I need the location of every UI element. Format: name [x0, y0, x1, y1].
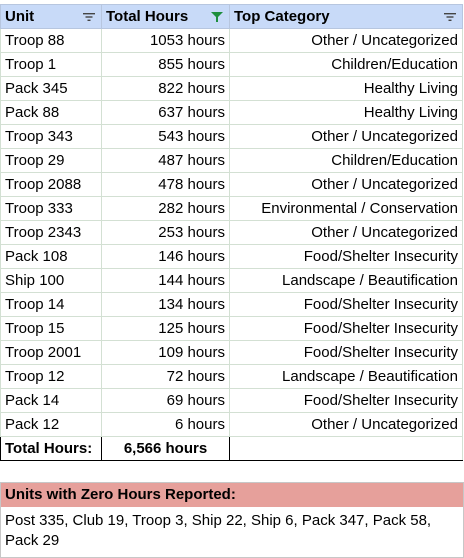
hours-cell[interactable]: 487 hours: [101, 148, 230, 173]
unit-cell[interactable]: Troop 2001: [0, 340, 102, 365]
hours-cell[interactable]: 282 hours: [101, 196, 230, 221]
table-row: Troop 29 487 hours Children/Education: [0, 148, 463, 173]
category-cell[interactable]: Children/Education: [229, 148, 463, 173]
category-cell[interactable]: Healthy Living: [229, 100, 463, 125]
table-body: Troop 88 1053 hours Other / Uncategorized …: [0, 28, 463, 461]
category-cell[interactable]: Food/Shelter Insecurity: [229, 244, 463, 269]
table-row: Troop 343 543 hours Other / Uncategorized: [0, 124, 463, 149]
header-row: Unit Total Hours Top Category: [0, 4, 463, 29]
column-header-label: Top Category: [234, 8, 330, 25]
unit-cell[interactable]: Pack 345: [0, 76, 102, 101]
empty-cell[interactable]: [229, 436, 463, 461]
column-header-label: Total Hours: [106, 8, 189, 25]
unit-cell[interactable]: Troop 1: [0, 52, 102, 77]
table-row: Troop 12 72 hours Landscape / Beautificati…: [0, 364, 463, 389]
hours-cell[interactable]: 822 hours: [101, 76, 230, 101]
unit-cell[interactable]: Troop 12: [0, 364, 102, 389]
category-cell[interactable]: Food/Shelter Insecurity: [229, 388, 463, 413]
unit-cell[interactable]: Troop 2343: [0, 220, 102, 245]
total-value[interactable]: 6,566 hours: [101, 436, 230, 461]
category-cell[interactable]: Other / Uncategorized: [229, 124, 463, 149]
category-cell[interactable]: Landscape / Beautification: [229, 364, 463, 389]
unit-cell[interactable]: Troop 29: [0, 148, 102, 173]
hours-cell[interactable]: 6 hours: [101, 412, 230, 437]
unit-cell[interactable]: Pack 108: [0, 244, 102, 269]
table-row: Pack 88 637 hours Healthy Living: [0, 100, 463, 125]
table-row: Pack 14 69 hours Food/Shelter Insecurity: [0, 388, 463, 413]
hours-cell[interactable]: 478 hours: [101, 172, 230, 197]
unit-cell[interactable]: Troop 2088: [0, 172, 102, 197]
unit-cell[interactable]: Troop 14: [0, 292, 102, 317]
category-cell[interactable]: Food/Shelter Insecurity: [229, 292, 463, 317]
filter-lines-icon[interactable]: [444, 12, 456, 22]
zero-hours-section: Units with Zero Hours Reported: Post 335…: [0, 482, 464, 558]
column-header-top-category[interactable]: Top Category: [229, 4, 463, 29]
table-row: Troop 333 282 hours Environmental / Conser…: [0, 196, 463, 221]
hours-cell[interactable]: 855 hours: [101, 52, 230, 77]
table-row: Troop 15 125 hours Food/Shelter Insecurity: [0, 316, 463, 341]
total-row: Total Hours: 6,566 hours: [0, 436, 463, 461]
table-row: Pack 12 6 hours Other / Uncategorized: [0, 412, 463, 437]
filter-funnel-icon[interactable]: [211, 12, 223, 22]
hours-cell[interactable]: 1053 hours: [101, 28, 230, 53]
unit-cell[interactable]: Troop 15: [0, 316, 102, 341]
table-row: Troop 1 855 hours Children/Education: [0, 52, 463, 77]
table-row: Pack 345 822 hours Healthy Living: [0, 76, 463, 101]
hours-cell[interactable]: 637 hours: [101, 100, 230, 125]
table-row: Troop 14 134 hours Food/Shelter Insecurity: [0, 292, 463, 317]
zero-hours-list[interactable]: Post 335, Club 19, Troop 3, Ship 22, Shi…: [1, 507, 463, 557]
category-cell[interactable]: Other / Uncategorized: [229, 220, 463, 245]
hours-cell[interactable]: 134 hours: [101, 292, 230, 317]
hours-cell[interactable]: 69 hours: [101, 388, 230, 413]
hours-cell[interactable]: 125 hours: [101, 316, 230, 341]
column-header-total-hours[interactable]: Total Hours: [101, 4, 230, 29]
table-row: Troop 2088 478 hours Other / Uncategorized: [0, 172, 463, 197]
category-cell[interactable]: Food/Shelter Insecurity: [229, 316, 463, 341]
unit-cell[interactable]: Troop 343: [0, 124, 102, 149]
filter-lines-icon[interactable]: [83, 12, 95, 22]
category-cell[interactable]: Healthy Living: [229, 76, 463, 101]
column-header-unit[interactable]: Unit: [0, 4, 102, 29]
category-cell[interactable]: Other / Uncategorized: [229, 412, 463, 437]
unit-cell[interactable]: Pack 88: [0, 100, 102, 125]
category-cell[interactable]: Environmental / Conservation: [229, 196, 463, 221]
hours-cell[interactable]: 543 hours: [101, 124, 230, 149]
spreadsheet: Unit Total Hours Top Category: [0, 4, 464, 461]
unit-cell[interactable]: Troop 333: [0, 196, 102, 221]
table-row: Pack 108 146 hours Food/Shelter Insecurity: [0, 244, 463, 269]
unit-cell[interactable]: Pack 12: [0, 412, 102, 437]
category-cell[interactable]: Other / Uncategorized: [229, 172, 463, 197]
category-cell[interactable]: Landscape / Beautification: [229, 268, 463, 293]
hours-cell[interactable]: 72 hours: [101, 364, 230, 389]
column-header-label: Unit: [5, 8, 35, 25]
category-cell[interactable]: Children/Education: [229, 52, 463, 77]
zero-hours-heading[interactable]: Units with Zero Hours Reported:: [1, 483, 463, 507]
category-cell[interactable]: Food/Shelter Insecurity: [229, 340, 463, 365]
hours-cell[interactable]: 109 hours: [101, 340, 230, 365]
hours-cell[interactable]: 144 hours: [101, 268, 230, 293]
table-row: Troop 2001 109 hours Food/Shelter Insecuri…: [0, 340, 463, 365]
hours-cell[interactable]: 146 hours: [101, 244, 230, 269]
category-cell[interactable]: Other / Uncategorized: [229, 28, 463, 53]
table-row: Ship 100 144 hours Landscape / Beautificat…: [0, 268, 463, 293]
total-label[interactable]: Total Hours:: [0, 436, 102, 461]
unit-cell[interactable]: Ship 100: [0, 268, 102, 293]
table-row: Troop 88 1053 hours Other / Uncategorized: [0, 28, 463, 53]
unit-cell[interactable]: Pack 14: [0, 388, 102, 413]
hours-cell[interactable]: 253 hours: [101, 220, 230, 245]
units-table: Unit Total Hours Top Category: [0, 4, 463, 461]
table-row: Troop 2343 253 hours Other / Uncategorized: [0, 220, 463, 245]
unit-cell[interactable]: Troop 88: [0, 28, 102, 53]
